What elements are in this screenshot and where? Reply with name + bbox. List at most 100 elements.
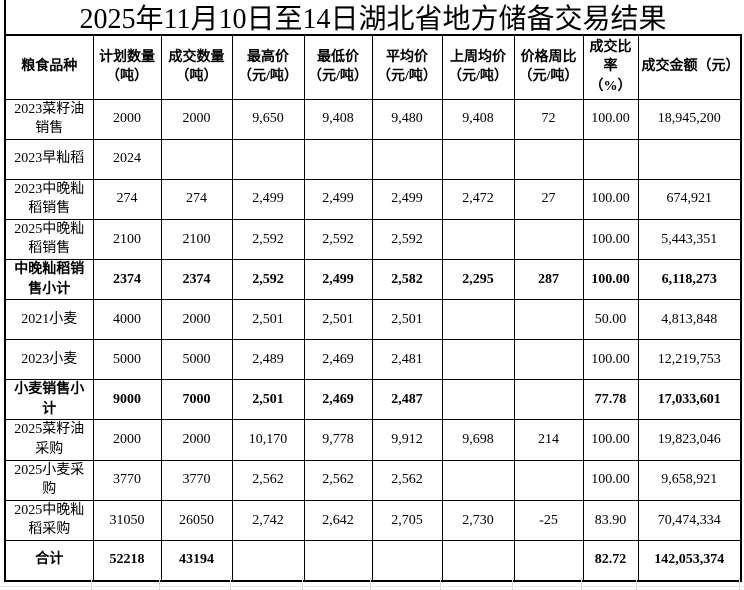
cell-value[interactable]: 2000 [92,419,162,461]
cell-value[interactable]: 31050 [92,499,162,542]
cell-value[interactable]: 52218 [92,540,162,581]
cell-value[interactable]: 287 [513,259,584,301]
cell-value[interactable]: 2,481 [371,339,443,381]
cell-grain-name[interactable]: 2023早籼稻 [4,138,94,180]
cell-value[interactable]: 100.00 [582,459,639,501]
cell-value[interactable] [231,540,305,581]
cell-value[interactable]: 18,945,200 [637,98,742,140]
cell-value[interactable]: 2,592 [231,259,305,301]
cell-value[interactable] [441,379,515,421]
cell-value[interactable]: 2,592 [231,218,305,261]
cell-value[interactable] [371,540,443,581]
cell-value[interactable]: 9,408 [303,98,373,140]
cell-value[interactable]: 9,658,921 [637,459,742,501]
cell-grain-name[interactable]: 合计 [4,540,94,581]
cell-value[interactable] [513,138,584,180]
header-cell[interactable]: 成交数量（吨） [160,34,233,100]
cell-value[interactable]: 2,705 [371,499,443,542]
cell-value[interactable] [582,138,639,180]
cell-grain-name[interactable]: 2023中晚籼稻销售 [4,178,94,220]
cell-value[interactable] [637,138,742,180]
header-cell[interactable]: 计划数量（吨） [92,34,162,100]
cell-value[interactable]: 142,053,374 [637,540,742,581]
cell-value[interactable]: 2,730 [441,499,515,542]
cell-value[interactable] [441,138,515,180]
cell-value[interactable]: 2,499 [371,178,443,220]
cell-value[interactable]: 4000 [92,299,162,341]
cell-value[interactable] [303,540,373,581]
cell-value[interactable]: 2,501 [303,299,373,341]
cell-value[interactable]: 2,501 [231,379,305,421]
cell-value[interactable] [513,540,584,581]
cell-value[interactable]: 100.00 [582,259,639,301]
header-cell[interactable]: 最低价（元/吨） [303,34,373,100]
header-cell[interactable]: 平均价（元/吨） [371,34,443,100]
cell-value[interactable] [513,459,584,501]
cell-value[interactable]: 3770 [160,459,233,501]
cell-value[interactable]: 100.00 [582,98,639,140]
cell-value[interactable]: 2,501 [371,299,443,341]
cell-value[interactable]: 9,408 [441,98,515,140]
cell-value[interactable]: 2,562 [371,459,443,501]
cell-grain-name[interactable]: 小麦销售小计 [4,379,94,421]
cell-value[interactable]: 2,469 [303,379,373,421]
cell-value[interactable]: 2,499 [303,259,373,301]
cell-value[interactable] [160,138,233,180]
cell-value[interactable]: 5,443,351 [637,218,742,261]
header-cell[interactable]: 最高价（元/吨） [231,34,305,100]
cell-value[interactable]: 9,480 [371,98,443,140]
cell-grain-name[interactable]: 2025小麦采购 [4,459,94,501]
header-cell[interactable]: 粮食品种 [4,34,94,100]
cell-value[interactable]: 2000 [160,419,233,461]
cell-value[interactable]: 100.00 [582,218,639,261]
cell-value[interactable]: 2,642 [303,499,373,542]
cell-value[interactable]: 72 [513,98,584,140]
header-cell[interactable]: 上周均价（元/吨） [441,34,515,100]
cell-value[interactable]: 5000 [92,339,162,381]
cell-value[interactable] [371,138,443,180]
cell-value[interactable]: 9,778 [303,419,373,461]
cell-value[interactable] [303,138,373,180]
cell-value[interactable]: 17,033,601 [637,379,742,421]
cell-value[interactable]: 70,474,334 [637,499,742,542]
cell-value[interactable]: 26050 [160,499,233,542]
cell-value[interactable]: 274 [160,178,233,220]
cell-value[interactable]: 77.78 [582,379,639,421]
cell-value[interactable]: 2,592 [303,218,373,261]
cell-value[interactable]: 2,582 [371,259,443,301]
cell-grain-name[interactable]: 2025中晚籼稻销售 [4,218,94,261]
cell-value[interactable]: 2100 [160,218,233,261]
cell-value[interactable]: 2100 [92,218,162,261]
cell-value[interactable]: 2,592 [371,218,443,261]
cell-value[interactable]: 9,698 [441,419,515,461]
cell-value[interactable] [513,299,584,341]
cell-value[interactable]: -25 [513,499,584,542]
cell-value[interactable]: 2,489 [231,339,305,381]
cell-value[interactable]: 2,742 [231,499,305,542]
cell-value[interactable]: 2,501 [231,299,305,341]
cell-grain-name[interactable]: 2023小麦 [4,339,94,381]
cell-value[interactable]: 43194 [160,540,233,581]
cell-value[interactable]: 2374 [160,259,233,301]
cell-value[interactable] [441,299,515,341]
cell-value[interactable]: 100.00 [582,339,639,381]
cell-value[interactable]: 100.00 [582,419,639,461]
cell-value[interactable]: 2,469 [303,339,373,381]
cell-value[interactable] [231,138,305,180]
cell-value[interactable]: 27 [513,178,584,220]
cell-value[interactable]: 9000 [92,379,162,421]
cell-value[interactable] [441,218,515,261]
cell-grain-name[interactable]: 中晚籼稻销售小计 [4,259,94,301]
cell-value[interactable]: 274 [92,178,162,220]
cell-value[interactable]: 2,487 [371,379,443,421]
cell-value[interactable]: 7000 [160,379,233,421]
cell-value[interactable] [441,540,515,581]
cell-value[interactable]: 2024 [92,138,162,180]
cell-grain-name[interactable]: 2023菜籽油销售 [4,98,94,140]
cell-value[interactable]: 83.90 [582,499,639,542]
header-cell[interactable]: 成交金额（元） [637,34,742,100]
cell-grain-name[interactable]: 2025菜籽油采购 [4,419,94,461]
cell-value[interactable]: 2000 [92,98,162,140]
cell-value[interactable]: 3770 [92,459,162,501]
cell-grain-name[interactable]: 2025中晚籼稻采购 [4,499,94,542]
